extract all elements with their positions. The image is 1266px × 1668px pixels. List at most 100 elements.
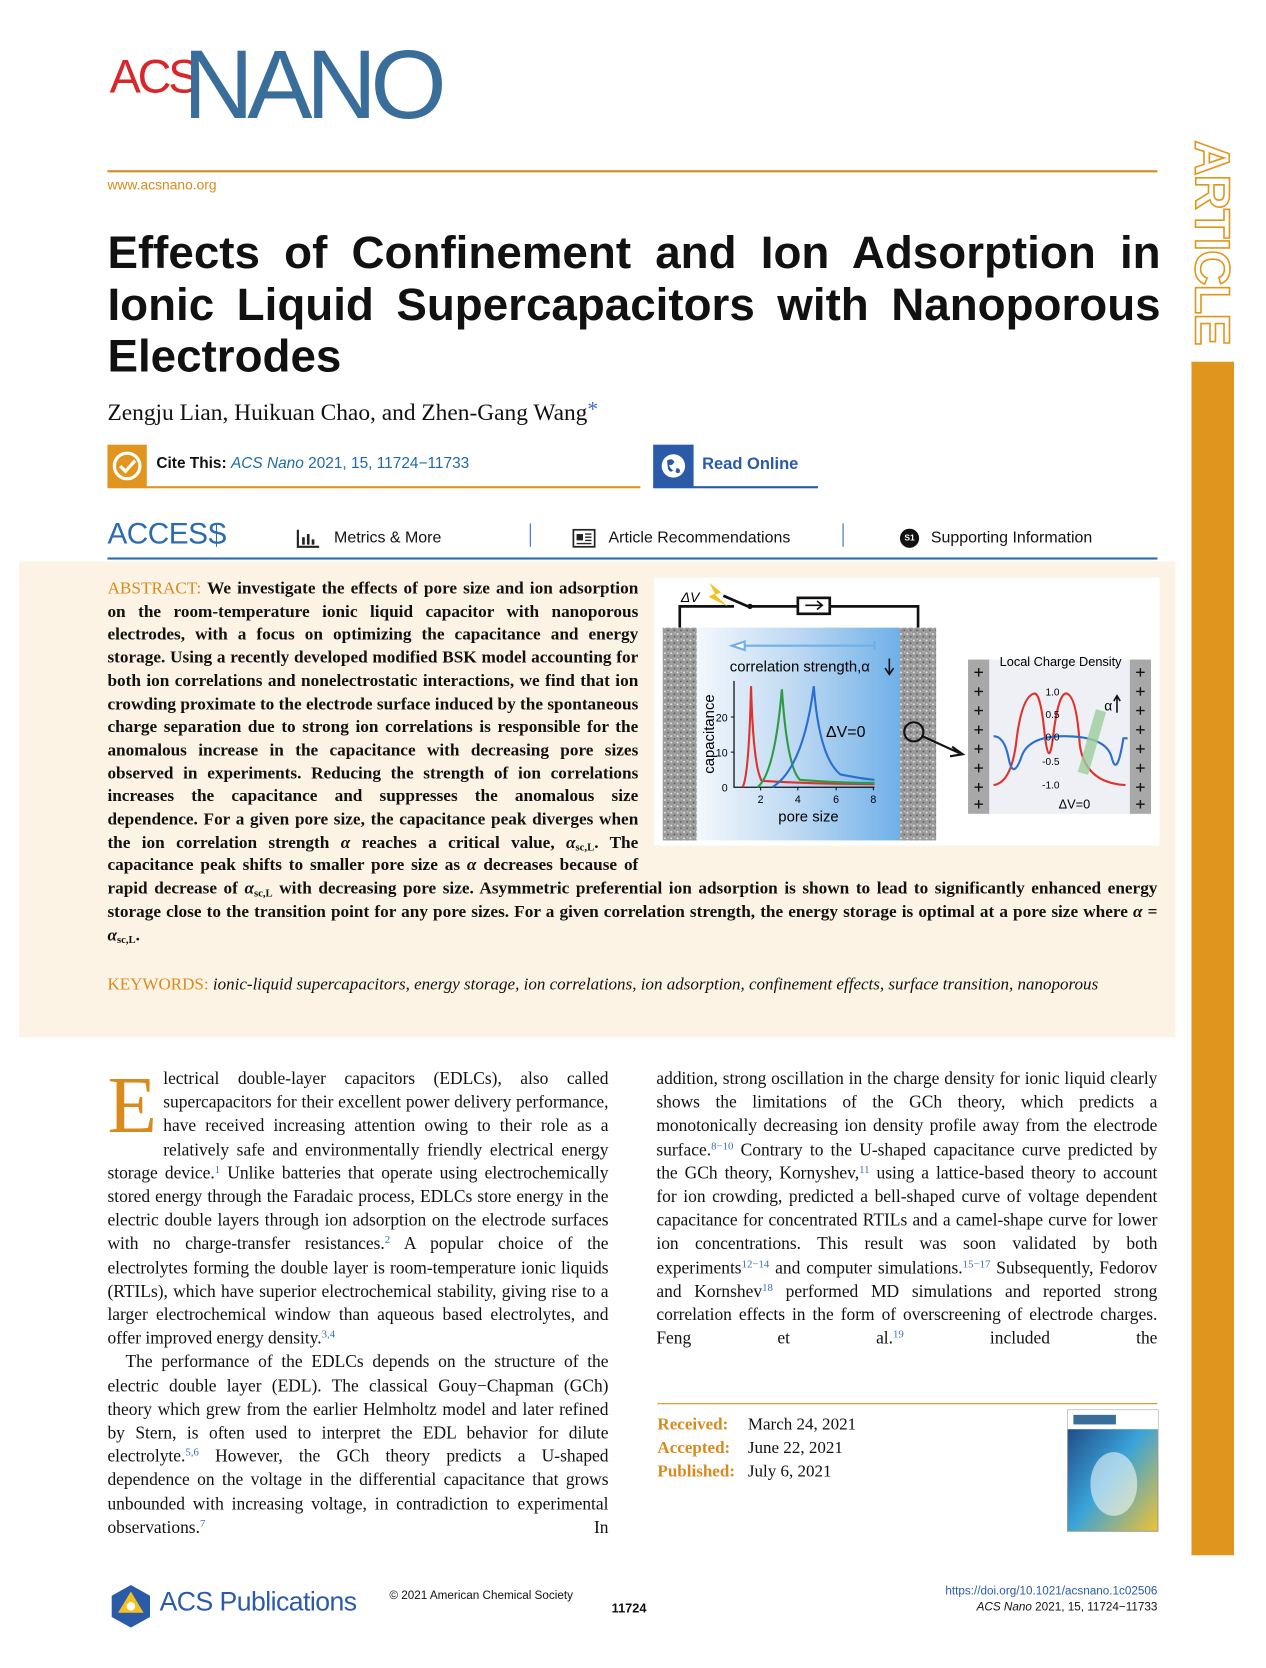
inset-title: Local Charge Density <box>1000 654 1123 669</box>
inset-alpha: α <box>1104 698 1112 714</box>
abstract-text: We investigate the effects of pore size … <box>107 578 1158 946</box>
center-label: ΔV=0 <box>826 724 866 741</box>
keywords: KEYWORDS: ionic-liquid supercapacitors, … <box>107 973 1157 996</box>
text-run: . <box>135 925 140 945</box>
history-rule <box>657 1403 1158 1405</box>
journal-url[interactable]: www.acsnano.org <box>107 176 217 193</box>
author-list: Zengju Lian, Huikuan Chao, and Zhen-Gang… <box>107 398 588 426</box>
text-run: α <box>1132 901 1143 922</box>
text-run: addition, strong oscillation in the char… <box>656 1068 1158 1160</box>
arrow-label: correlation strength,α <box>730 659 870 675</box>
inset-tick: 1.0 <box>1045 688 1059 699</box>
authors: Zengju Lian, Huikuan Chao, and Zhen-Gang… <box>107 398 598 427</box>
doi[interactable]: https://doi.org/10.1021/acsnano.1c02506 <box>945 1585 1158 1598</box>
text-run: Unlike batteries that operate using elec… <box>107 1162 609 1254</box>
paragraph: addition, strong oscillation in the char… <box>656 1067 1157 1350</box>
x-tick: 8 <box>870 794 876 806</box>
citation-ref[interactable]: 15−17 <box>962 1258 991 1271</box>
inset-tick: 0.5 <box>1045 710 1059 721</box>
side-bar <box>1191 361 1235 1556</box>
recommend-icon <box>572 528 596 548</box>
journal-cover <box>1066 1409 1159 1532</box>
history-row: Published: July 6, 2021 <box>657 1461 856 1484</box>
text-run: In <box>205 1516 609 1538</box>
logo-nano: NANO <box>182 30 447 140</box>
history: Received: March 24, 2021 Accepted: June 22… <box>657 1414 856 1484</box>
text-run: A popular choice of the electrolytes for… <box>107 1233 609 1349</box>
read-online[interactable]: Read Online <box>702 455 799 474</box>
text-run: Subsequently, Fedorov and Kornshev <box>656 1257 1158 1301</box>
access-tab[interactable]: Metrics & More <box>334 528 442 547</box>
history-label: Accepted: <box>657 1439 731 1458</box>
citation-ref[interactable]: 1 <box>214 1164 221 1176</box>
citation-ref[interactable]: 12−14 <box>741 1258 770 1271</box>
read-online-icon <box>653 444 694 488</box>
text-run: = <box>1142 901 1158 922</box>
text-run: decreases because of rapid decrease of <box>107 855 639 898</box>
text-run: The performance of the EDLCs depends on … <box>107 1351 609 1467</box>
toc-graphic: ΔV correlation strength,α 0 10 20 2 4 6 … <box>654 577 1160 846</box>
text-run: α <box>466 855 477 875</box>
citation-ref[interactable]: 5,6 <box>185 1447 199 1460</box>
access-rule <box>107 557 1158 560</box>
x-axis-label: pore size <box>778 809 838 825</box>
cite-line[interactable]: Cite This: ACS Nano 2021, 15, 11724−1173… <box>156 455 469 472</box>
access-tab[interactable]: Article Recommendations <box>608 528 791 547</box>
subscript: sc,L <box>575 841 595 854</box>
history-row: Accepted: June 22, 2021 <box>657 1437 856 1460</box>
citation-ref[interactable]: 2 <box>384 1234 391 1247</box>
text-run: performed MD simulations and reported st… <box>656 1280 1158 1349</box>
text-run: and computer simulations. <box>769 1257 963 1278</box>
cite-details: 2021, 15, 11724−11733 <box>308 455 470 473</box>
subscript: sc,L <box>116 934 136 946</box>
tab-divider <box>529 523 531 547</box>
y-tick: 20 <box>716 712 728 724</box>
citation-ref[interactable]: 8−10 <box>711 1140 734 1153</box>
access-tab[interactable]: Supporting Information <box>930 528 1093 547</box>
keywords-label: KEYWORDS: <box>107 975 209 994</box>
text-run: . The capacitance peak shifts to smaller… <box>107 832 639 875</box>
history-date: March 24, 2021 <box>747 1415 857 1435</box>
paragraph-text: addition, strong oscillation in the char… <box>656 1068 1157 1348</box>
cite-journal: ACS Nano <box>230 455 304 473</box>
history-row: Received: March 24, 2021 <box>657 1414 856 1437</box>
delta-v: ΔV <box>680 589 701 605</box>
subscript: sc,L <box>253 887 273 900</box>
inset-tick: -1.0 <box>1042 780 1060 791</box>
drop-cap: E <box>107 1060 157 1150</box>
check-icon <box>112 451 142 481</box>
cite-icon <box>107 444 147 488</box>
citation-ref[interactable]: 7 <box>199 1518 206 1531</box>
x-tick: 4 <box>795 794 801 806</box>
text-run: α <box>565 832 576 852</box>
x-tick: 6 <box>833 794 839 806</box>
paragraph: The performance of the EDLCs depends on … <box>107 1350 608 1539</box>
publisher[interactable]: ACS Publications <box>159 1587 358 1617</box>
copyright: © 2021 American Chemical Society <box>389 1589 573 1603</box>
citation-ref[interactable]: 11 <box>859 1164 870 1176</box>
citation-ref[interactable]: 18 <box>762 1282 773 1294</box>
y-tick: 10 <box>716 747 728 759</box>
text-run: using a lattice-based theory to account … <box>656 1162 1158 1278</box>
paragraph-text: The performance of the EDLCs depends on … <box>107 1351 608 1537</box>
x-tick: 2 <box>758 794 764 806</box>
footer-citation: ACS Nano 2021, 15, 11724−11733 <box>977 1601 1158 1614</box>
keywords-text: ionic-liquid supercapacitors, energy sto… <box>212 975 1099 994</box>
paragraph-text: lectrical double-layer capacitors (EDLCs… <box>107 1068 608 1348</box>
text-run: lectrical double-layer capacitors (EDLCs… <box>107 1068 609 1183</box>
text-run: We investigate the effects of pore size … <box>107 578 639 852</box>
right-column: addition, strong oscillation in the char… <box>656 1067 1157 1350</box>
text-run: However, the GCh theory predicts a U-sha… <box>107 1445 609 1538</box>
inset-label: ΔV=0 <box>1059 796 1091 811</box>
tab-divider <box>842 523 844 547</box>
abstract: ABSTRACT: We investigate the effects of … <box>107 578 1157 947</box>
logo-acs: ACS <box>109 51 200 104</box>
cite-rule <box>107 486 641 489</box>
citation-ref[interactable]: 3,4 <box>321 1329 336 1342</box>
text-run: α <box>244 878 254 898</box>
citation-ref[interactable]: 19 <box>893 1329 904 1342</box>
history-date: June 22, 2021 <box>747 1439 843 1458</box>
